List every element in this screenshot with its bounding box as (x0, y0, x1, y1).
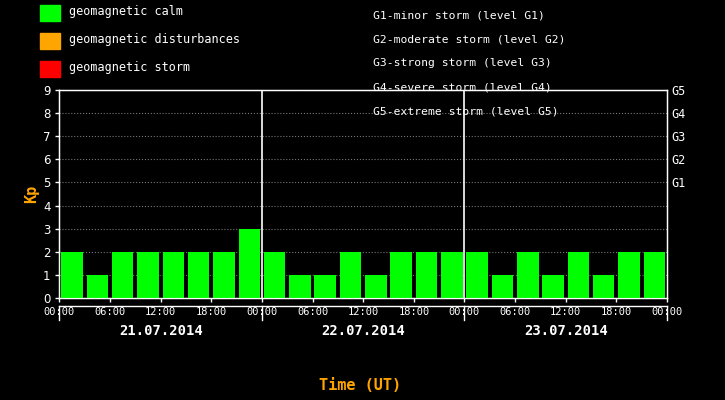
Bar (415, 252, 437, 298)
Bar (239, 229, 260, 298)
Bar (264, 252, 286, 298)
Text: Time (UT): Time (UT) (319, 378, 402, 393)
Bar (391, 252, 412, 298)
Bar (517, 252, 539, 298)
Bar (62, 252, 83, 298)
Bar (618, 252, 639, 298)
Bar (492, 275, 513, 298)
Text: geomagnetic disturbances: geomagnetic disturbances (69, 34, 240, 46)
Bar (137, 252, 159, 298)
Y-axis label: Kp: Kp (24, 185, 38, 203)
Bar (289, 275, 311, 298)
Text: 23.07.2014: 23.07.2014 (524, 324, 608, 338)
Bar (213, 252, 235, 298)
Bar (466, 252, 488, 298)
Bar (315, 275, 336, 298)
Text: G4-severe storm (level G4): G4-severe storm (level G4) (373, 82, 552, 92)
Bar (568, 252, 589, 298)
Bar (365, 275, 386, 298)
Text: geomagnetic calm: geomagnetic calm (69, 6, 183, 18)
Text: 21.07.2014: 21.07.2014 (119, 324, 202, 338)
Text: geomagnetic storm: geomagnetic storm (69, 62, 190, 74)
Text: G2-moderate storm (level G2): G2-moderate storm (level G2) (373, 34, 566, 44)
Bar (112, 252, 133, 298)
Text: G3-strong storm (level G3): G3-strong storm (level G3) (373, 58, 552, 68)
Bar (542, 275, 564, 298)
Bar (593, 275, 615, 298)
Text: G1-minor storm (level G1): G1-minor storm (level G1) (373, 10, 545, 20)
Bar (162, 252, 184, 298)
Text: 22.07.2014: 22.07.2014 (321, 324, 405, 338)
Bar (87, 275, 108, 298)
Bar (441, 252, 463, 298)
Bar (340, 252, 361, 298)
Bar (644, 252, 665, 298)
Bar (188, 252, 210, 298)
Text: G5-extreme storm (level G5): G5-extreme storm (level G5) (373, 106, 559, 116)
